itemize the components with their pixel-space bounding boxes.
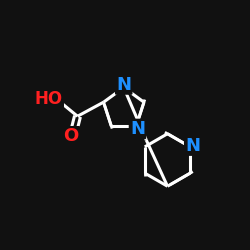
Text: N: N <box>185 136 200 154</box>
Text: N: N <box>116 76 131 94</box>
Text: N: N <box>130 120 145 138</box>
Text: HO: HO <box>35 90 63 108</box>
Text: O: O <box>64 127 79 145</box>
